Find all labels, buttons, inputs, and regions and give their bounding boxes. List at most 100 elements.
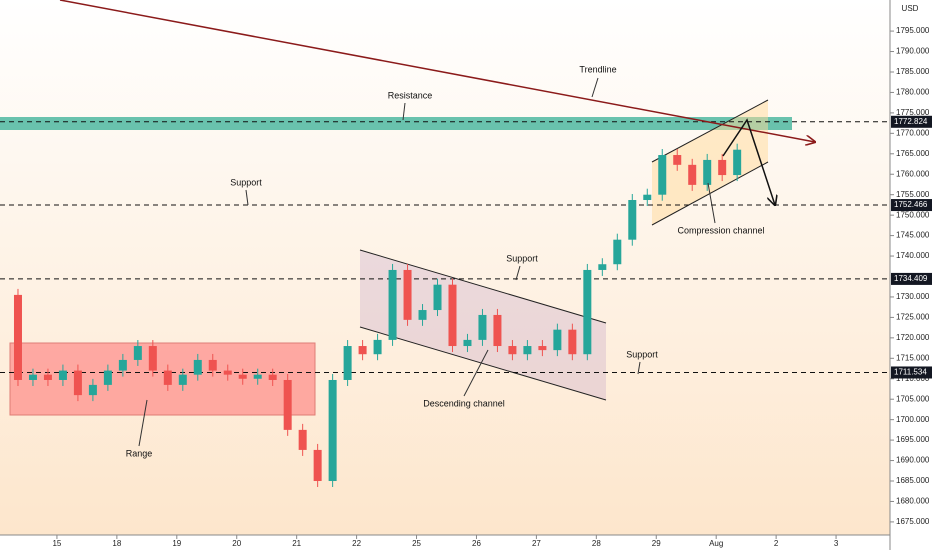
y-tick-label: 1720.000: [896, 333, 930, 342]
candle-body: [658, 155, 667, 195]
candle-body: [703, 159, 712, 185]
pointer: [245, 189, 249, 206]
y-tick-label: 1695.000: [896, 435, 930, 444]
y-tick-label: 1680.000: [896, 497, 930, 506]
x-tick-label: 22: [352, 539, 361, 548]
x-tick-label: 20: [232, 539, 241, 548]
x-tick-label: 19: [172, 539, 181, 548]
level-label: 1772.824: [894, 117, 928, 126]
annotation: Range: [126, 448, 153, 458]
candle-body: [523, 346, 532, 355]
annotation: Descending channel: [423, 398, 505, 408]
candle-body: [13, 294, 22, 380]
y-tick-label: 1790.000: [896, 47, 930, 56]
candle-body: [388, 269, 397, 340]
candle-body: [688, 164, 697, 185]
pointer: [707, 182, 716, 224]
x-tick-label: 3: [834, 539, 839, 548]
x-tick-label: Aug: [709, 539, 723, 548]
candle-body: [163, 370, 172, 385]
candle-body: [643, 194, 652, 201]
y-tick-label: 1715.000: [896, 353, 930, 362]
annotation: Compression channel: [677, 225, 764, 235]
y-tick-label: 1750.000: [896, 210, 930, 219]
x-tick-label: 2: [774, 539, 779, 548]
y-tick-label: 1675.000: [896, 517, 930, 526]
candle-body: [403, 269, 412, 320]
channel-line: [651, 99, 769, 163]
level-label: 1711.534: [894, 368, 927, 377]
resistance-zone: [0, 117, 792, 130]
x-tick-label: 26: [472, 539, 481, 548]
trendline: [59, 0, 815, 142]
candle-body: [628, 200, 637, 240]
y-tick-label: 1785.000: [896, 67, 930, 76]
annotation: Trendline: [579, 64, 616, 74]
x-tick-label: 15: [52, 539, 61, 548]
candle-body: [733, 149, 742, 176]
channel-line: [359, 249, 607, 324]
candle-body: [43, 374, 52, 380]
projection-arrow: [722, 118, 775, 205]
x-tick-label: 27: [532, 539, 541, 548]
y-tick-label: 1775.000: [896, 108, 930, 117]
annotation: Support: [230, 177, 262, 187]
x-tick-label: 29: [652, 539, 661, 548]
y-tick-label: 1685.000: [896, 476, 930, 485]
candle-body: [463, 339, 472, 347]
level-tag: [891, 272, 932, 285]
candle-body: [598, 264, 607, 270]
level-tag: [891, 366, 932, 379]
candle-body: [178, 374, 187, 385]
y-tick-label: 1780.000: [896, 88, 930, 97]
candle-body: [283, 379, 292, 430]
candle-body: [508, 346, 517, 355]
y-tick-label: 1740.000: [896, 251, 930, 260]
y-tick-label: 1690.000: [896, 456, 930, 465]
y-tick-label: 1770.000: [896, 128, 930, 137]
candle-body: [553, 329, 562, 351]
y-tick-label: 1725.000: [896, 313, 930, 322]
level-label: 1752.466: [894, 200, 928, 209]
candle-body: [88, 384, 97, 396]
candle-body: [148, 346, 157, 371]
candle-body: [328, 379, 337, 482]
x-tick-label: 25: [412, 539, 421, 548]
candle-body: [448, 284, 457, 347]
candle-body: [373, 339, 382, 355]
candle-body: [493, 314, 502, 347]
candle-body: [538, 346, 547, 351]
candle-body: [103, 370, 112, 385]
annotation: Resistance: [388, 90, 433, 100]
y-tick-label: 1745.000: [896, 231, 930, 240]
pointer: [463, 349, 489, 397]
candle-body: [358, 346, 367, 355]
candle-body: [718, 159, 727, 176]
plot-background: [0, 0, 890, 535]
candle-body: [28, 374, 37, 380]
y-tick-label: 1700.000: [896, 415, 930, 424]
candle-body: [343, 346, 352, 380]
y-tick-label: 1760.000: [896, 169, 930, 178]
candle-body: [223, 370, 232, 375]
candle-body: [268, 374, 277, 380]
candle-body: [478, 314, 487, 340]
candle-body: [253, 374, 262, 379]
y-tick-label: 1705.000: [896, 394, 930, 403]
candle-body: [118, 359, 127, 371]
candle-body: [73, 370, 82, 396]
x-tick-label: 28: [592, 539, 601, 548]
y-tick-label: 1765.000: [896, 149, 930, 158]
candle-body: [193, 359, 202, 375]
candle-body: [583, 269, 592, 355]
candle-body: [298, 429, 307, 450]
candle-body: [208, 359, 217, 371]
level-tag: [891, 115, 932, 128]
x-tick-label: 18: [112, 539, 121, 548]
annotation: Support: [626, 349, 658, 359]
annotation: Support: [506, 253, 538, 263]
channel-line: [359, 326, 607, 401]
candle-body: [238, 374, 247, 379]
level-label: 1734.409: [894, 274, 928, 283]
candle-body: [133, 346, 142, 360]
